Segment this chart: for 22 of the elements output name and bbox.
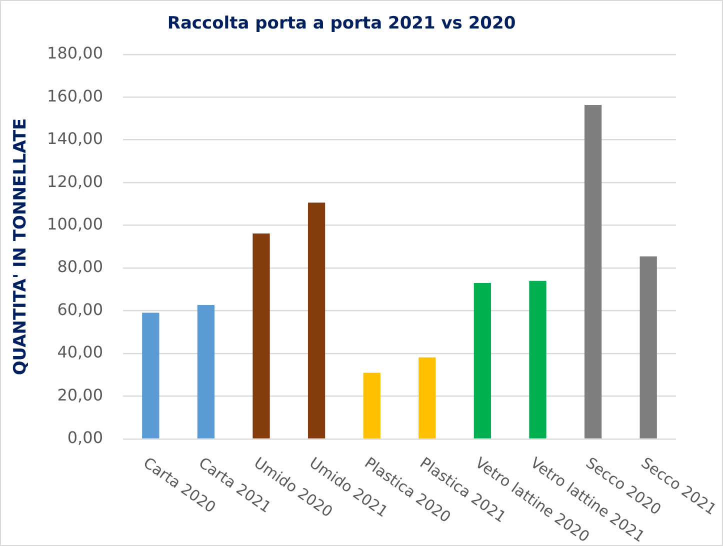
y-tick-label: 0,00 [67, 428, 103, 448]
y-axis-title: QUANTITA' IN TONNELLATE [10, 118, 31, 376]
y-tick-label: 160,00 [47, 86, 103, 106]
y-tick-label: 60,00 [57, 300, 103, 319]
bar [474, 283, 492, 438]
y-tick-label: 80,00 [57, 257, 103, 276]
bar [529, 280, 546, 438]
bar [197, 305, 215, 438]
bar [640, 256, 657, 438]
chart-title: Raccolta porta a porta 2021 vs 2020 [167, 14, 516, 34]
y-tick-label: 40,00 [57, 342, 103, 362]
bar [363, 372, 380, 438]
y-tick-label: 180,00 [47, 44, 103, 63]
y-tick-label: 120,00 [47, 172, 103, 191]
y-tick-label: 140,00 [47, 129, 103, 148]
bar [418, 357, 436, 438]
bar [308, 202, 326, 438]
bar [252, 233, 270, 438]
y-tick-label: 100,00 [47, 214, 103, 234]
bar [142, 312, 160, 438]
y-tick-label: 20,00 [57, 385, 103, 404]
bar [584, 105, 602, 438]
